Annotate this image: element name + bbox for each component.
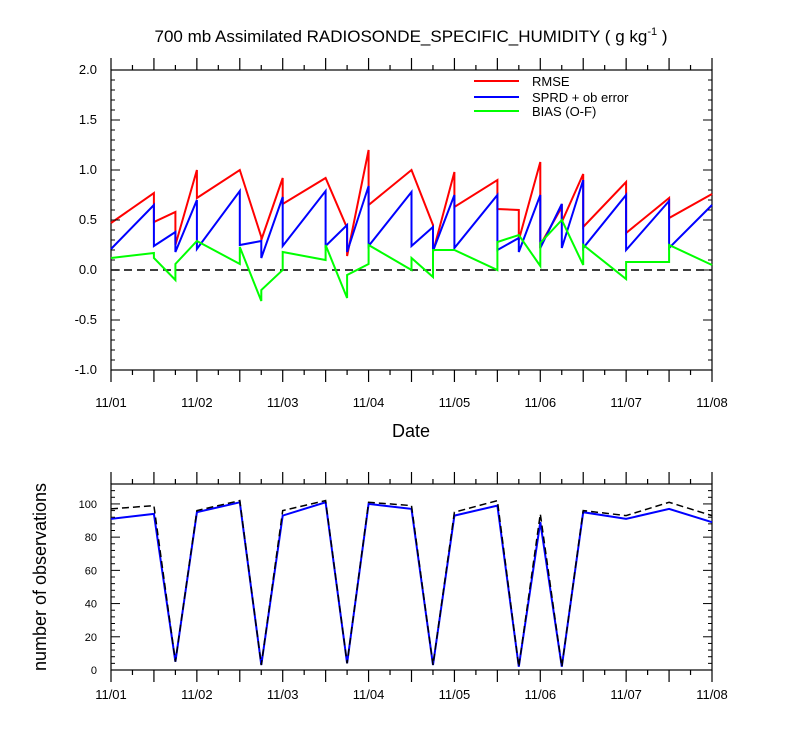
main-chart-xtick-label: 11/01 <box>95 395 127 410</box>
main-chart-ticks: -1.0 -0.5 0.0 0.5 1.0 1.5 2.0 11/01 11/02 11/03 11… <box>75 58 728 410</box>
main-chart-xtick-label: 11/03 <box>267 395 299 410</box>
main-chart-ytick-label: 2.0 <box>79 62 97 77</box>
obs-chart-xtick-label: 11/06 <box>524 687 556 702</box>
obs-chart-ytick-label: 40 <box>85 599 97 611</box>
main-chart-series <box>110 149 713 302</box>
chart-title-main: 700 mb Assimilated RADIOSONDE_SPECIFIC_H… <box>155 27 648 46</box>
main-chart-series-bias-o-f <box>110 218 713 302</box>
main-chart-series-rmse <box>110 149 713 257</box>
obs-chart: 0 20 40 60 80 100 11/01 11/02 11/03 11/04 11/05 11/… <box>30 472 728 702</box>
main-chart-xtick-label: 11/08 <box>696 395 728 410</box>
obs-chart-xtick-label: 11/08 <box>696 687 728 702</box>
obs-chart-xtick-label: 11/05 <box>439 687 471 702</box>
main-chart-ytick-label: 1.0 <box>79 162 97 177</box>
obs-chart-ytick-label: 0 <box>91 665 97 677</box>
main-chart-ytick-label: 0.5 <box>79 212 97 227</box>
obs-chart-ytick-label: 80 <box>85 532 97 544</box>
obs-chart-series <box>110 499 713 667</box>
main-chart: -1.0 -0.5 0.0 0.5 1.0 1.5 2.0 11/01 11/02 11/03 11… <box>75 58 728 441</box>
obs-chart-xtick-label: 11/03 <box>267 687 299 702</box>
obs-chart-xtick-label: 11/02 <box>181 687 213 702</box>
obs-chart-ytick-label: 20 <box>85 632 97 644</box>
obs-chart-ytick-label: 60 <box>85 565 97 577</box>
main-chart-xtick-label: 11/02 <box>181 395 213 410</box>
legend: RMSE SPRD + ob error BIAS (O-F) <box>474 74 629 119</box>
main-chart-series-sprd-ob-error <box>110 179 713 259</box>
main-chart-ytick-label: 0.0 <box>79 262 97 277</box>
main-chart-ytick-label: -1.0 <box>75 362 97 377</box>
obs-chart-ticks: 0 20 40 60 80 100 11/01 11/02 11/03 11/04 11/05 11/… <box>79 472 728 702</box>
main-chart-xtick-label: 11/05 <box>439 395 471 410</box>
obs-chart-series-observations-used <box>110 500 713 667</box>
main-chart-xtick-label: 11/06 <box>524 395 556 410</box>
x-axis-title: Date <box>392 421 430 441</box>
main-chart-ytick-label: -0.5 <box>75 312 97 327</box>
main-chart-xtick-label: 11/07 <box>610 395 642 410</box>
main-chart-xtick-label: 11/04 <box>353 395 385 410</box>
obs-chart-xtick-label: 11/04 <box>353 687 385 702</box>
obs-chart-xtick-label: 11/01 <box>95 687 127 702</box>
legend-label-sprd: SPRD + ob error <box>532 90 629 105</box>
chart-title-superscript: -1 <box>647 26 657 38</box>
obs-chart-xtick-label: 11/07 <box>610 687 642 702</box>
chart-title-suffix: ) <box>657 27 667 46</box>
main-chart-ytick-label: 1.5 <box>79 112 97 127</box>
obs-chart-ytick-label: 100 <box>79 499 97 511</box>
legend-label-bias: BIAS (O-F) <box>532 104 596 119</box>
chart-title: 700 mb Assimilated RADIOSONDE_SPECIFIC_H… <box>155 26 668 46</box>
legend-label-rmse: RMSE <box>532 74 570 89</box>
obs-chart-series-observations-possible <box>110 499 713 667</box>
y-axis-title: number of observations <box>30 483 50 671</box>
